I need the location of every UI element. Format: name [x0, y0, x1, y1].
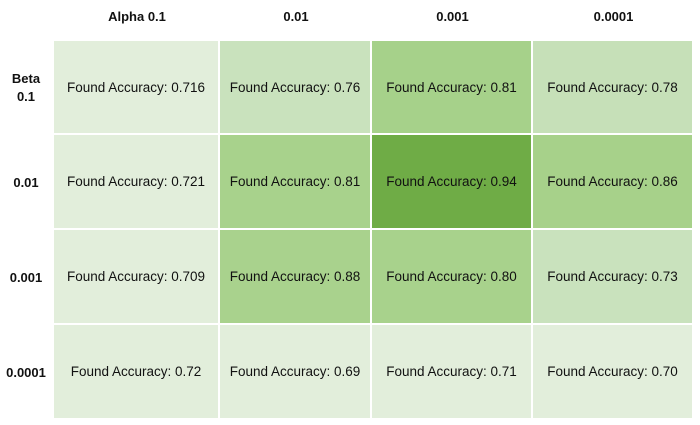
- column-header-1: 0.01: [283, 8, 309, 24]
- heatmap-cell-r3-c3: Found Accuracy: 0.70: [533, 325, 694, 420]
- heatmap-cell-r2-c2: Found Accuracy: 0.80: [372, 230, 533, 325]
- row-header-3: 0.0001: [6, 364, 46, 380]
- heatmap-cell-r1-c3: Found Accuracy: 0.86: [533, 135, 694, 230]
- heatmap-cell-r2-c0: Found Accuracy: 0.709: [54, 230, 220, 325]
- column-header-0: Alpha 0.1: [108, 8, 166, 24]
- heatmap-cell-r3-c2: Found Accuracy: 0.71: [372, 325, 533, 420]
- heatmap-cell-r3-c0: Found Accuracy: 0.72: [54, 325, 220, 420]
- column-header-2: 0.001: [436, 8, 469, 24]
- heatmap-cell-r1-c1: Found Accuracy: 0.81: [220, 135, 372, 230]
- heatmap-cell-r0-c3: Found Accuracy: 0.78: [533, 41, 694, 135]
- heatmap-cell-r3-c1: Found Accuracy: 0.69: [220, 325, 372, 420]
- column-header-3: 0.0001: [593, 8, 634, 24]
- heatmap-cell-r2-c1: Found Accuracy: 0.88: [220, 230, 372, 325]
- heatmap-cell-r0-c2: Found Accuracy: 0.81: [372, 41, 533, 135]
- heatmap-cell-r1-c2: Found Accuracy: 0.94: [372, 135, 533, 230]
- row-header-2: 0.001: [9, 269, 43, 285]
- heatmap-cell-r0-c0: Found Accuracy: 0.716: [54, 41, 220, 135]
- heatmap-cell-r2-c3: Found Accuracy: 0.73: [533, 230, 694, 325]
- heatmap-cell-r0-c1: Found Accuracy: 0.76: [220, 41, 372, 135]
- row-header-0: Beta 0.1: [11, 71, 41, 104]
- row-header-1: 0.01: [13, 174, 39, 190]
- heatmap-cell-r1-c0: Found Accuracy: 0.721: [54, 135, 220, 230]
